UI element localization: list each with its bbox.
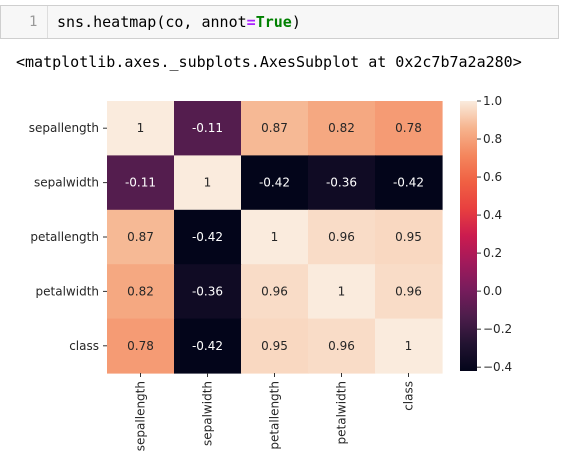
cell-annotation: 0.82 xyxy=(127,284,154,298)
cell-annotation: 0.96 xyxy=(395,284,422,298)
heatmap-cell xyxy=(107,264,175,320)
cell-annotation: -0.42 xyxy=(259,176,290,190)
y-tick-label: sepallength xyxy=(29,121,99,135)
heatmap-cells xyxy=(107,101,443,374)
colorbar-tick-label: 0.4 xyxy=(483,208,502,222)
colorbar-tick-label: 0.2 xyxy=(483,246,502,260)
cell-annotation: -0.11 xyxy=(192,121,223,135)
heatmap-cell xyxy=(174,209,242,265)
heatmap-cell xyxy=(174,318,242,374)
cell-annotation: 0.95 xyxy=(395,230,422,244)
cell-annotation: 0.78 xyxy=(127,339,154,353)
heatmap-cell xyxy=(174,101,242,156)
heatmap-cell xyxy=(107,209,175,265)
x-tick-label: sepallength xyxy=(134,381,148,451)
heatmap-cell xyxy=(308,264,376,320)
heatmap-cell xyxy=(241,318,309,374)
x-tick-label: petalwidth xyxy=(335,381,349,444)
gutter-divider xyxy=(47,6,48,38)
cell-annotation: 1 xyxy=(204,176,212,190)
code-text-end: ) xyxy=(291,13,301,31)
cell-annotation: -0.42 xyxy=(192,230,223,244)
cell-annotation: 0.96 xyxy=(328,230,355,244)
heatmap-cell xyxy=(107,155,175,211)
x-tick-label: petallength xyxy=(268,381,282,450)
cell-annotation: 1 xyxy=(405,339,413,353)
heatmap-cell xyxy=(241,155,309,211)
heatmap-cell xyxy=(174,264,242,320)
x-tick-label: sepalwidth xyxy=(201,381,215,446)
x-tick-label: class xyxy=(402,381,416,411)
cell-annotation: -0.36 xyxy=(326,176,357,190)
heatmap-cell xyxy=(308,318,376,374)
colorbar-tick-label: 0.0 xyxy=(483,284,502,298)
cell-annotation: 1 xyxy=(338,284,346,298)
code-cell[interactable]: 1 sns.heatmap(co, annot=True) xyxy=(0,5,559,39)
y-tick-label: petallength xyxy=(30,230,99,244)
cell-annotation: 0.87 xyxy=(261,121,288,135)
colorbar xyxy=(460,101,477,371)
cell-annotation: 0.78 xyxy=(395,121,422,135)
heatmap-cell xyxy=(375,155,443,211)
cell-annotation: 0.95 xyxy=(261,339,288,353)
y-tick-label: class xyxy=(69,339,99,353)
code-line[interactable]: sns.heatmap(co, annot=True) xyxy=(57,13,301,31)
heatmap-cell xyxy=(375,209,443,265)
heatmap-cell xyxy=(107,318,175,374)
heatmap-cell xyxy=(107,101,175,156)
y-tick-labels: sepallength sepalwidth petallength petalwid… xyxy=(29,121,107,353)
cell-annotation: 1 xyxy=(271,230,279,244)
colorbar-tick-label: −0.2 xyxy=(483,322,512,336)
cell-annotation: 0.96 xyxy=(328,339,355,353)
heatmap-cell xyxy=(241,209,309,265)
cell-annotation: 0.87 xyxy=(127,230,154,244)
colorbar-tick-label: 0.8 xyxy=(483,132,502,146)
heatmap-cell xyxy=(375,264,443,320)
heatmap-annotations: 1 -0.11 0.87 0.82 0.78 -0.11 1 -0.42 -0.36 -0.42 0… xyxy=(125,121,424,353)
x-tick-labels: sepallength sepalwidth petallength petalwid… xyxy=(134,373,416,451)
y-tick-label: sepalwidth xyxy=(34,176,99,190)
colorbar-tick-label: 0.6 xyxy=(483,170,502,184)
code-operator: = xyxy=(246,13,256,31)
cell-annotation: -0.42 xyxy=(393,176,424,190)
colorbar-ticks: 1.0 0.8 0.6 0.4 0.2 0.0 −0.2 −0.4 xyxy=(477,94,512,374)
heatmap-cell xyxy=(375,318,443,374)
cell-annotation: -0.42 xyxy=(192,339,223,353)
line-number: 1 xyxy=(29,14,38,30)
code-text: sns.heatmap(co, annot xyxy=(57,13,247,31)
heatmap-cell xyxy=(241,264,309,320)
colorbar-tick-label: −0.4 xyxy=(483,360,512,374)
cell-annotation: -0.36 xyxy=(192,284,223,298)
y-tick-label: petalwidth xyxy=(36,284,99,298)
code-keyword-true: True xyxy=(255,13,292,31)
output-text: <matplotlib.axes._subplots.AxesSubplot a… xyxy=(16,53,522,71)
cell-annotation: 0.82 xyxy=(328,121,355,135)
heatmap-cell xyxy=(308,155,376,211)
heatmap-cell xyxy=(375,101,443,156)
heatmap-cell xyxy=(174,155,242,211)
heatmap-cell xyxy=(308,101,376,156)
heatmap-cell xyxy=(308,209,376,265)
colorbar-tick-label: 1.0 xyxy=(483,94,502,108)
heatmap-cell xyxy=(241,101,309,156)
cell-annotation: -0.11 xyxy=(125,176,156,190)
cell-annotation: 0.96 xyxy=(261,284,288,298)
cell-annotation: 1 xyxy=(137,121,145,135)
